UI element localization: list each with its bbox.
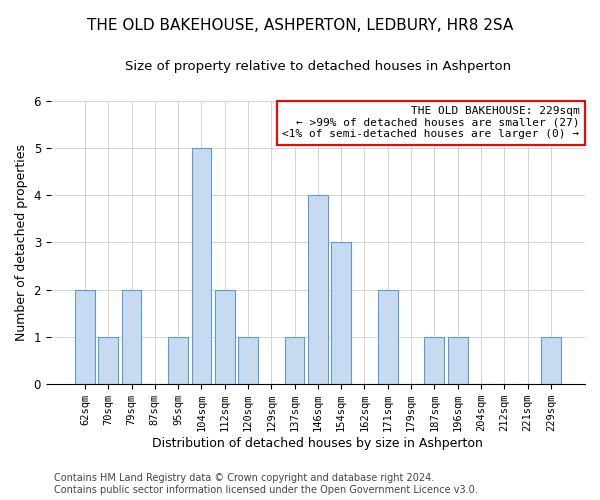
Bar: [75, 290, 95, 384]
Bar: [284, 337, 304, 384]
X-axis label: Distribution of detached houses by size in Ashperton: Distribution of detached houses by size …: [152, 437, 484, 450]
Bar: [215, 290, 235, 384]
Bar: [308, 195, 328, 384]
Bar: [541, 337, 561, 384]
Bar: [424, 337, 444, 384]
Bar: [191, 148, 211, 384]
Bar: [168, 337, 188, 384]
Bar: [378, 290, 398, 384]
Bar: [331, 242, 351, 384]
Bar: [238, 337, 258, 384]
Text: Contains HM Land Registry data © Crown copyright and database right 2024.
Contai: Contains HM Land Registry data © Crown c…: [54, 474, 478, 495]
Text: THE OLD BAKEHOUSE, ASHPERTON, LEDBURY, HR8 2SA: THE OLD BAKEHOUSE, ASHPERTON, LEDBURY, H…: [87, 18, 513, 32]
Bar: [122, 290, 142, 384]
Text: THE OLD BAKEHOUSE: 229sqm
← >99% of detached houses are smaller (27)
<1% of semi: THE OLD BAKEHOUSE: 229sqm ← >99% of deta…: [283, 106, 580, 140]
Y-axis label: Number of detached properties: Number of detached properties: [15, 144, 28, 341]
Bar: [98, 337, 118, 384]
Title: Size of property relative to detached houses in Ashperton: Size of property relative to detached ho…: [125, 60, 511, 73]
Bar: [448, 337, 467, 384]
